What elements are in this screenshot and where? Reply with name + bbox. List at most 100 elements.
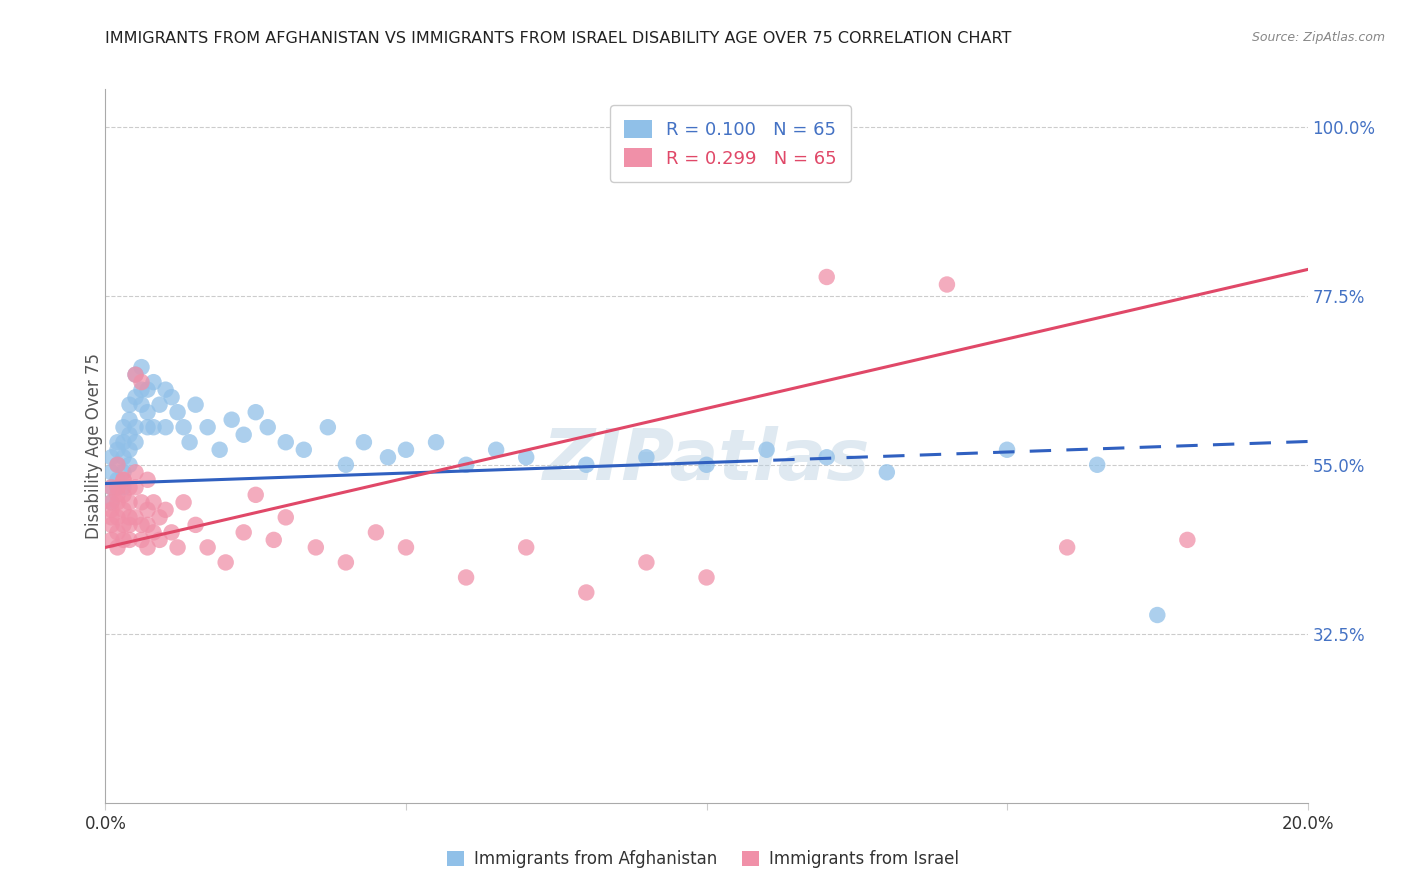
Point <box>1056 541 1078 555</box>
Point <box>118 517 141 532</box>
Point <box>107 525 129 540</box>
Point <box>221 413 243 427</box>
Point <box>118 427 141 442</box>
Point <box>148 510 170 524</box>
Point <box>316 420 339 434</box>
Point <box>107 495 129 509</box>
Point <box>118 442 141 457</box>
Point <box>107 442 129 457</box>
Point <box>696 570 718 584</box>
Point <box>131 360 153 375</box>
Point <box>876 465 898 479</box>
Point <box>515 541 537 555</box>
Point <box>100 495 122 509</box>
Point <box>454 570 477 584</box>
Point <box>112 450 135 465</box>
Point <box>166 541 188 555</box>
Point <box>274 510 297 524</box>
Point <box>124 420 146 434</box>
Point <box>377 450 399 465</box>
Point <box>936 277 959 292</box>
Point <box>100 510 122 524</box>
Point <box>208 442 231 457</box>
Point <box>395 442 418 457</box>
Point <box>575 458 598 472</box>
Point <box>118 510 141 524</box>
Point <box>232 525 254 540</box>
Point <box>118 413 141 427</box>
Point <box>136 473 159 487</box>
Point <box>107 458 129 472</box>
Point <box>245 488 267 502</box>
Point <box>100 503 122 517</box>
Point <box>160 390 183 404</box>
Point <box>184 517 207 532</box>
Point <box>100 480 122 494</box>
Point <box>131 495 153 509</box>
Point <box>142 495 165 509</box>
Point <box>245 405 267 419</box>
Point <box>112 473 135 487</box>
Point <box>166 405 188 419</box>
Point <box>107 480 129 494</box>
Point <box>274 435 297 450</box>
Point <box>184 398 207 412</box>
Point <box>142 420 165 434</box>
Point <box>148 398 170 412</box>
Point <box>112 465 135 479</box>
Point <box>155 503 177 517</box>
Point <box>136 517 159 532</box>
Point <box>131 375 153 389</box>
Point <box>142 375 165 389</box>
Point <box>131 533 153 547</box>
Point <box>112 503 135 517</box>
Point <box>160 525 183 540</box>
Point <box>1146 607 1168 622</box>
Point <box>100 517 122 532</box>
Point <box>107 480 129 494</box>
Point <box>364 525 387 540</box>
Point <box>124 510 146 524</box>
Point <box>100 495 122 509</box>
Point <box>155 383 177 397</box>
Point <box>263 533 285 547</box>
Point <box>335 556 357 570</box>
Point <box>515 450 537 465</box>
Point <box>136 420 159 434</box>
Point <box>124 480 146 494</box>
Point <box>353 435 375 450</box>
Point <box>755 442 778 457</box>
Point <box>815 450 838 465</box>
Point <box>107 458 129 472</box>
Legend: Immigrants from Afghanistan, Immigrants from Israel: Immigrants from Afghanistan, Immigrants … <box>440 844 966 875</box>
Point <box>124 390 146 404</box>
Point <box>107 510 129 524</box>
Point <box>1085 458 1108 472</box>
Point <box>107 488 129 502</box>
Point <box>112 533 135 547</box>
Point <box>425 435 447 450</box>
Point <box>124 435 146 450</box>
Point <box>755 157 778 171</box>
Point <box>112 517 135 532</box>
Point <box>100 465 122 479</box>
Point <box>197 541 219 555</box>
Point <box>292 442 315 457</box>
Point <box>112 480 135 494</box>
Point <box>118 398 141 412</box>
Point <box>100 450 122 465</box>
Point <box>575 585 598 599</box>
Point <box>173 420 195 434</box>
Point <box>1175 533 1198 547</box>
Point <box>335 458 357 472</box>
Point <box>112 420 135 434</box>
Point <box>232 427 254 442</box>
Point <box>214 556 236 570</box>
Point <box>112 435 135 450</box>
Point <box>124 368 146 382</box>
Point <box>107 435 129 450</box>
Point <box>131 398 153 412</box>
Point <box>197 420 219 434</box>
Point <box>136 383 159 397</box>
Point <box>395 541 418 555</box>
